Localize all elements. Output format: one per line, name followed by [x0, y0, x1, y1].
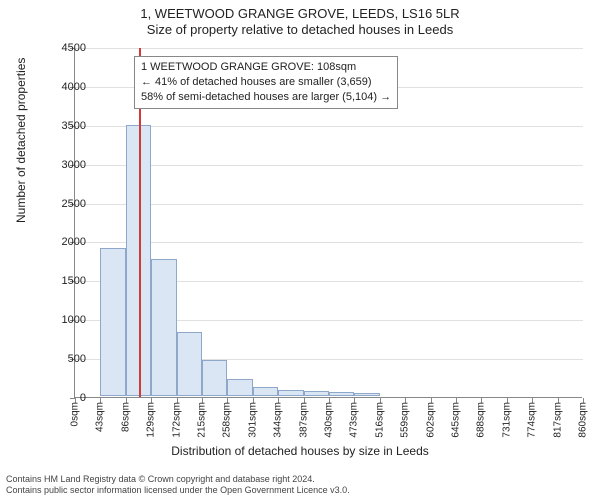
info-line-2: ← 41% of detached houses are smaller (3,…: [141, 75, 391, 90]
info-box: 1 WEETWOOD GRANGE GROVE: 108sqm ← 41% of…: [134, 56, 398, 109]
xtick-label: 86sqm: [120, 402, 131, 432]
histogram-bar: [304, 391, 329, 396]
footer-line-1: Contains HM Land Registry data © Crown c…: [6, 474, 594, 485]
xtick-label: 602sqm: [425, 402, 436, 438]
title-line-2: Size of property relative to detached ho…: [0, 22, 600, 38]
xtick-label: 774sqm: [527, 402, 538, 438]
info-line-3: 58% of semi-detached houses are larger (…: [141, 90, 391, 105]
ytick-label: 3500: [26, 120, 86, 132]
ytick-label: 4500: [26, 42, 86, 54]
histogram-bar: [227, 379, 252, 396]
histogram-bar: [202, 360, 227, 396]
xtick-label: 817sqm: [552, 402, 563, 438]
histogram-bar: [177, 332, 202, 396]
footer-line-2: Contains public sector information licen…: [6, 485, 594, 496]
gridline: [75, 204, 583, 205]
ytick-label: 0: [26, 392, 86, 404]
histogram-bar: [100, 248, 125, 396]
xtick-label: 387sqm: [298, 402, 309, 438]
title-line-1: 1, WEETWOOD GRANGE GROVE, LEEDS, LS16 5L…: [0, 6, 600, 22]
histogram-bar: [151, 259, 176, 396]
histogram-bar: [278, 390, 303, 396]
xtick-label: 258sqm: [222, 402, 233, 438]
ytick-label: 1500: [26, 275, 86, 287]
info-line-1: 1 WEETWOOD GRANGE GROVE: 108sqm: [141, 60, 391, 75]
xtick-label: 516sqm: [374, 402, 385, 438]
gridline: [75, 165, 583, 166]
footer: Contains HM Land Registry data © Crown c…: [6, 474, 594, 497]
gridline: [75, 48, 583, 49]
chart-container: 1, WEETWOOD GRANGE GROVE, LEEDS, LS16 5L…: [0, 0, 600, 500]
title-block: 1, WEETWOOD GRANGE GROVE, LEEDS, LS16 5L…: [0, 0, 600, 39]
xtick-label: 559sqm: [400, 402, 411, 438]
histogram-bar: [354, 393, 379, 396]
ytick-label: 500: [26, 353, 86, 365]
ytick-label: 3000: [26, 159, 86, 171]
gridline: [75, 242, 583, 243]
x-axis-label: Distribution of detached houses by size …: [0, 444, 600, 458]
xtick-label: 301sqm: [247, 402, 258, 438]
xtick-label: 215sqm: [197, 402, 208, 438]
xtick-label: 645sqm: [451, 402, 462, 438]
ytick-label: 2500: [26, 198, 86, 210]
xtick-label: 430sqm: [324, 402, 335, 438]
xtick-label: 344sqm: [273, 402, 284, 438]
xtick-label: 0sqm: [70, 402, 81, 426]
xtick-label: 43sqm: [95, 402, 106, 432]
ytick-label: 1000: [26, 314, 86, 326]
xtick-label: 473sqm: [349, 402, 360, 438]
xtick-label: 688sqm: [476, 402, 487, 438]
histogram-bar: [253, 387, 278, 396]
gridline: [75, 126, 583, 127]
xtick-label: 172sqm: [171, 402, 182, 438]
ytick-label: 4000: [26, 81, 86, 93]
chart-area: 0sqm43sqm86sqm129sqm172sqm215sqm258sqm30…: [74, 48, 582, 398]
xtick-label: 860sqm: [578, 402, 589, 438]
ytick-label: 2000: [26, 236, 86, 248]
xtick-label: 731sqm: [501, 402, 512, 438]
xtick-label: 129sqm: [146, 402, 157, 438]
histogram-bar: [329, 392, 354, 396]
